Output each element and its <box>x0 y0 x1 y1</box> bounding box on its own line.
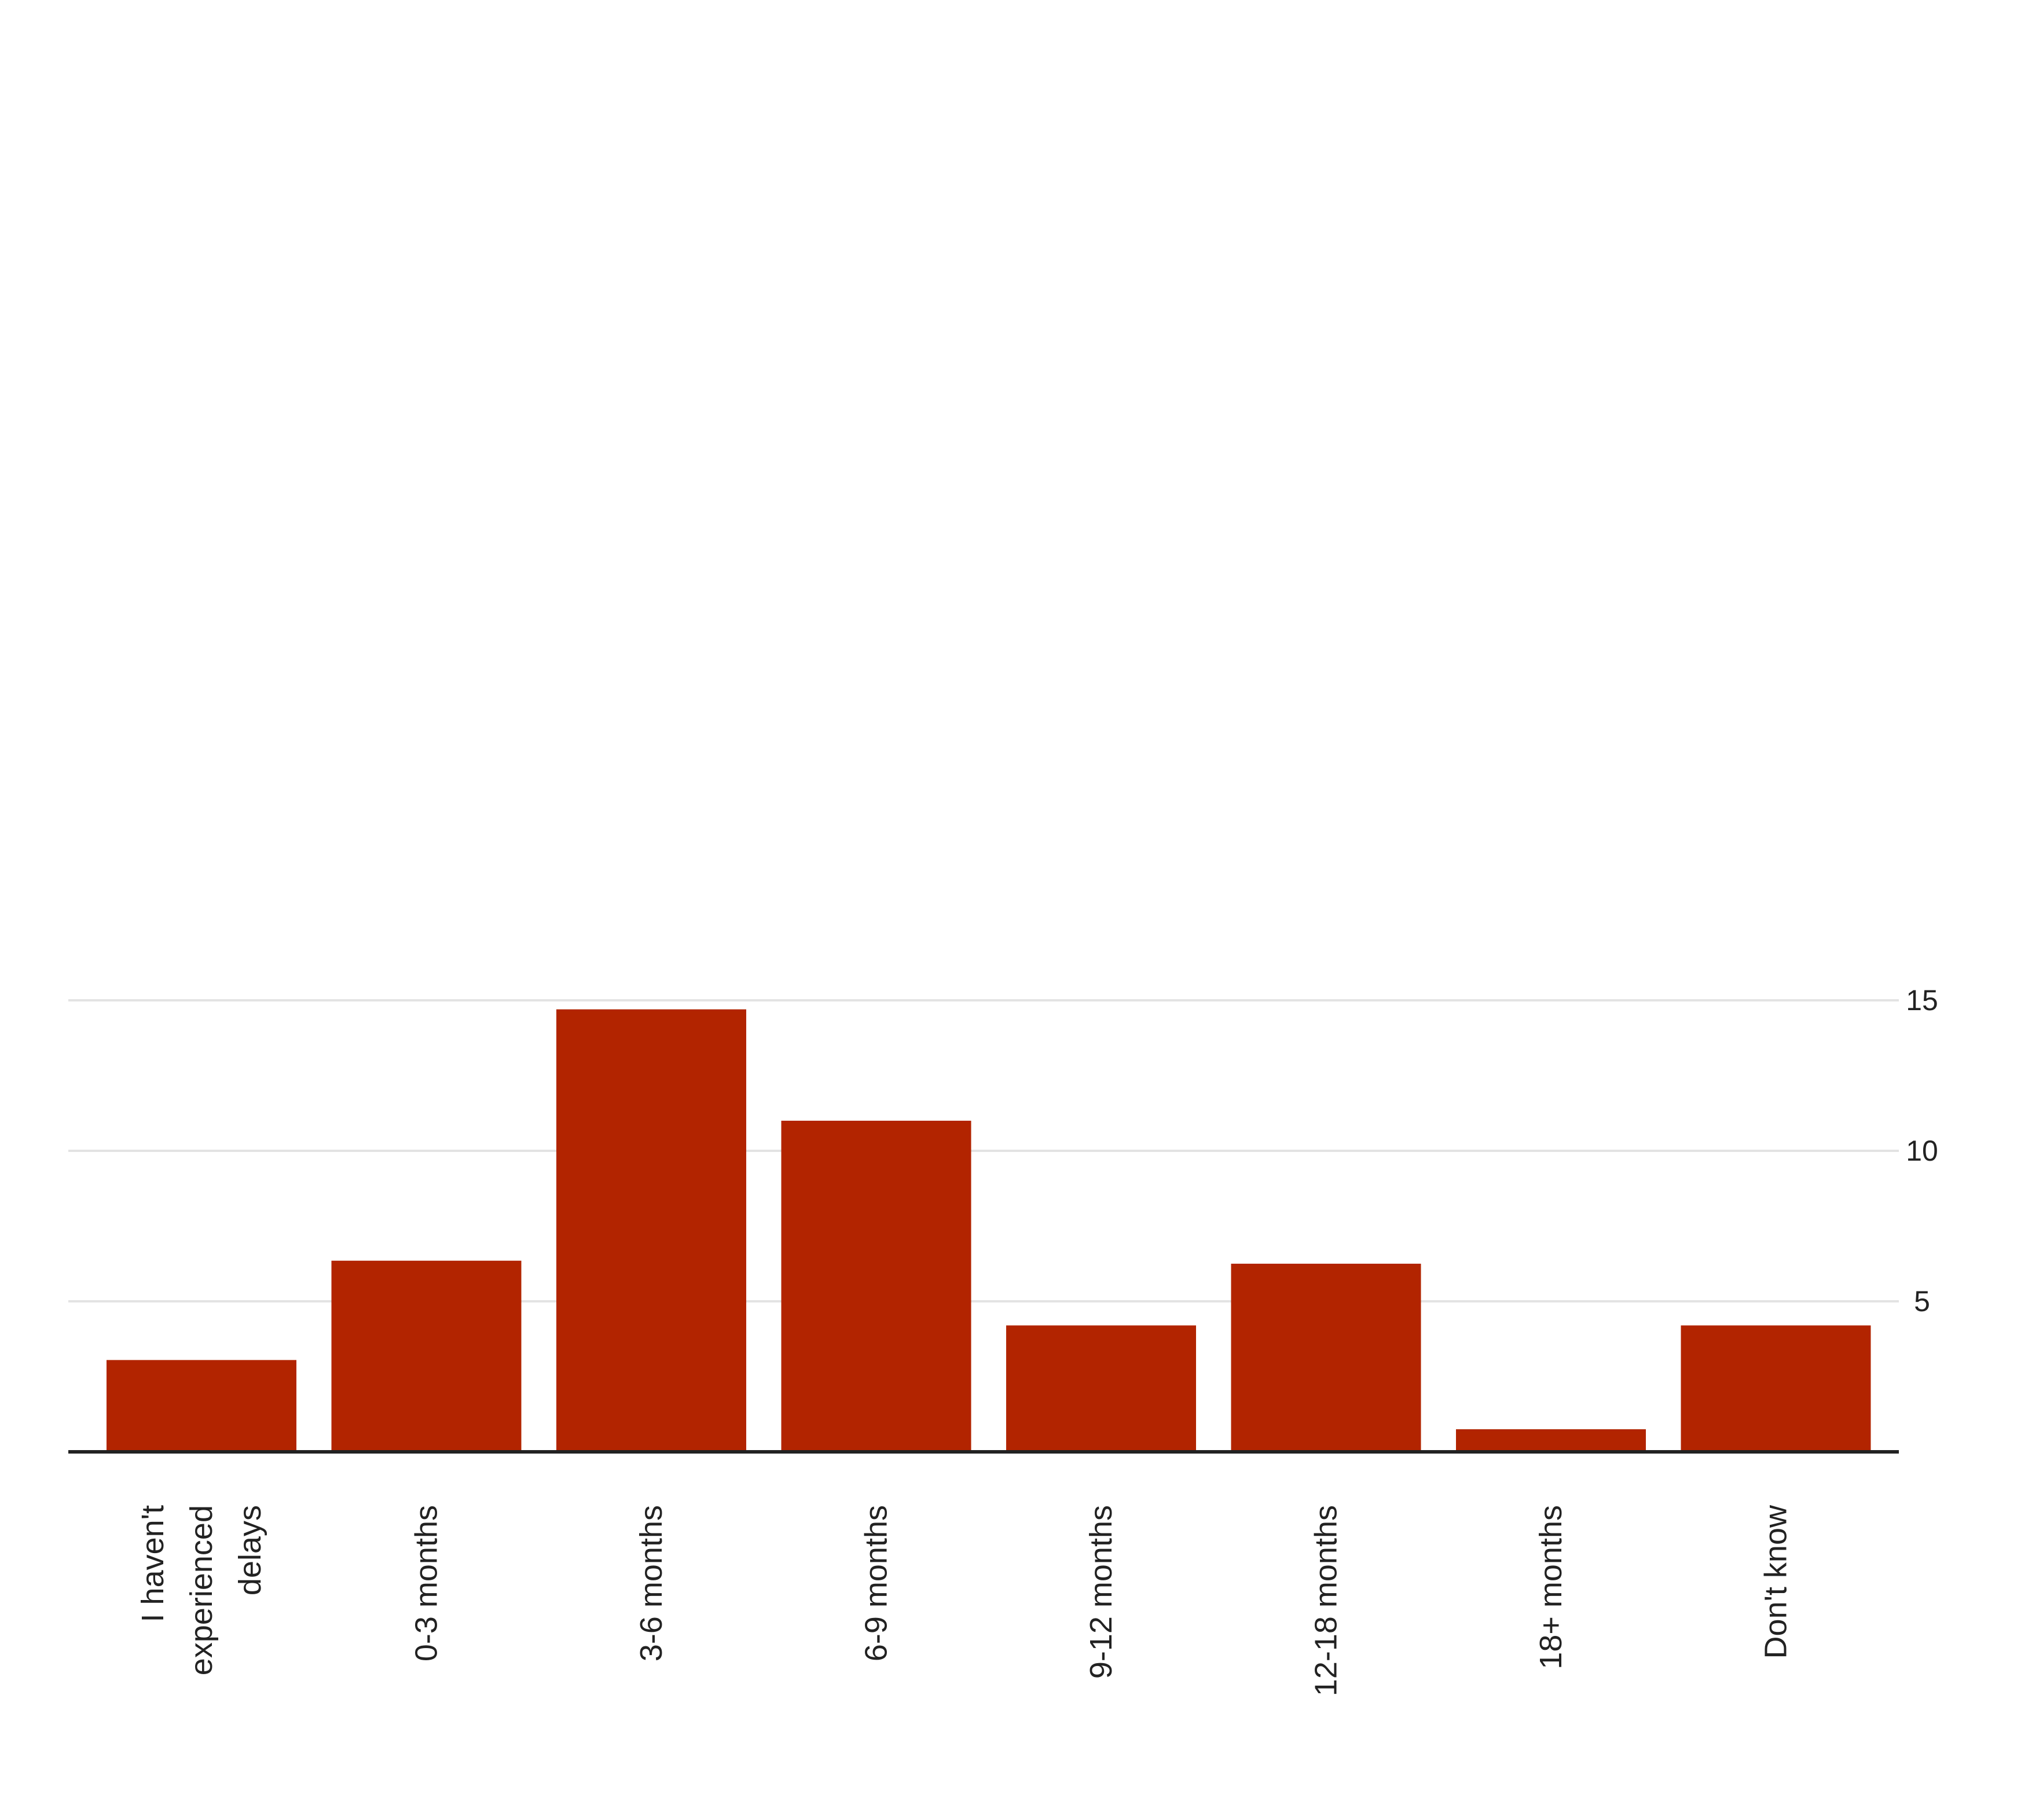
x-category-label-line: experienced <box>184 1505 219 1675</box>
y-tick-label: 15 <box>1906 984 1938 1017</box>
x-category-label: Don't know <box>1759 1505 1793 1658</box>
x-category-label: 9-12 months <box>1084 1505 1118 1679</box>
x-category-label: 18+ months <box>1534 1505 1568 1669</box>
x-category-label-line: 6-9 months <box>859 1505 894 1661</box>
x-category-label-line: 3-6 months <box>634 1505 669 1661</box>
y-tick-label: 5 <box>1914 1285 1930 1318</box>
bar-5 <box>1231 1264 1421 1452</box>
x-axis-category-labels: I haven't experienced delays 0-3 months 3-6 … <box>135 1505 1793 1696</box>
x-category-label-line: Don't know <box>1759 1505 1793 1658</box>
x-category-label: 12-18 months <box>1309 1505 1344 1696</box>
bar-7 <box>1681 1325 1871 1452</box>
x-category-label: 3-6 months <box>634 1505 669 1661</box>
y-axis-ticks: 5 10 15 <box>1906 984 1938 1318</box>
bar-4 <box>1006 1325 1196 1452</box>
x-category-label-line: 18+ months <box>1534 1505 1568 1669</box>
x-category-label-line: 12-18 months <box>1309 1505 1344 1696</box>
x-category-label-line: I haven't <box>135 1505 170 1622</box>
bar-0 <box>107 1360 296 1452</box>
bars <box>107 1009 1871 1452</box>
y-tick-label: 10 <box>1906 1135 1938 1167</box>
x-category-label: 6-9 months <box>859 1505 894 1661</box>
x-category-label-line: 0-3 months <box>409 1505 444 1661</box>
x-category-label-line: 9-12 months <box>1084 1505 1118 1679</box>
gridlines <box>68 999 1899 1302</box>
x-category-label: I haven't experienced delays <box>135 1505 267 1675</box>
bar-2 <box>556 1009 746 1452</box>
bar-3 <box>781 1121 971 1452</box>
bar-6 <box>1456 1429 1646 1452</box>
bar-1 <box>331 1260 522 1452</box>
x-category-label-line: delays <box>233 1505 267 1595</box>
x-category-label: 0-3 months <box>409 1505 444 1661</box>
